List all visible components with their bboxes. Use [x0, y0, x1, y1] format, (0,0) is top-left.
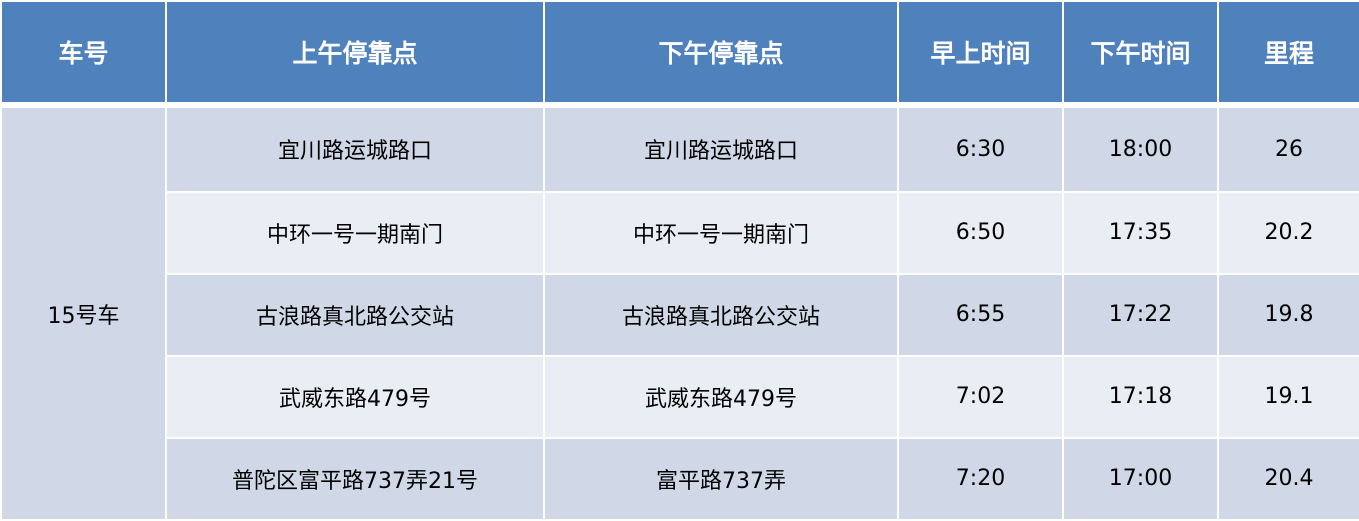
header-pm-stop: 下午停靠点 — [543, 0, 899, 108]
am-time: 7:02 — [897, 354, 1064, 439]
distance: 20.4 — [1217, 436, 1359, 521]
table-row: 普陀区富平路737弄21号 富平路737弄 7:20 17:00 20.4 — [1, 436, 1359, 521]
pm-stop: 宜川路运城路口 — [543, 104, 899, 193]
distance: 19.8 — [1217, 272, 1359, 357]
header-pm-time: 下午时间 — [1062, 0, 1219, 108]
distance: 20.2 — [1217, 190, 1359, 275]
table-row: 武威东路479号 武威东路479号 7:02 17:18 19.1 — [1, 354, 1359, 439]
pm-stop: 武威东路479号 — [543, 354, 899, 439]
header-am-time: 早上时间 — [897, 0, 1064, 108]
table-row: 15号车 宜川路运城路口 宜川路运城路口 6:30 18:00 26 — [0, 104, 1359, 521]
car-number: 15号车 — [0, 104, 167, 521]
am-stop: 中环一号一期南门 — [165, 190, 545, 275]
pm-time: 18:00 — [1062, 104, 1219, 193]
header-car: 车号 — [0, 0, 167, 108]
am-stop: 古浪路真北路公交站 — [165, 272, 545, 357]
distance: 19.1 — [1217, 354, 1359, 439]
pm-time: 17:35 — [1062, 190, 1219, 275]
am-time: 6:50 — [897, 190, 1064, 275]
header-distance: 里程 — [1217, 0, 1359, 108]
distance: 26 — [1217, 104, 1359, 193]
pm-stop: 中环一号一期南门 — [543, 190, 899, 275]
am-time: 6:30 — [897, 104, 1064, 193]
table-row: 中环一号一期南门 中环一号一期南门 6:50 17:35 20.2 — [1, 190, 1359, 275]
pm-stop: 富平路737弄 — [543, 436, 899, 521]
am-time: 6:55 — [897, 272, 1064, 357]
am-time: 7:20 — [897, 436, 1064, 521]
header-am-stop: 上午停靠点 — [165, 0, 545, 108]
am-stop: 普陀区富平路737弄21号 — [165, 436, 545, 521]
table-row: 古浪路真北路公交站 古浪路真北路公交站 6:55 17:22 19.8 — [1, 272, 1359, 357]
am-stop: 武威东路479号 — [165, 354, 545, 439]
pm-time: 17:00 — [1062, 436, 1219, 521]
am-stop: 宜川路运城路口 — [165, 104, 545, 193]
header-row: 车号 上午停靠点 下午停靠点 早上时间 下午时间 里程 — [0, 0, 1359, 108]
pm-time: 17:18 — [1062, 354, 1219, 439]
pm-time: 17:22 — [1062, 272, 1219, 357]
pm-stop: 古浪路真北路公交站 — [543, 272, 899, 357]
